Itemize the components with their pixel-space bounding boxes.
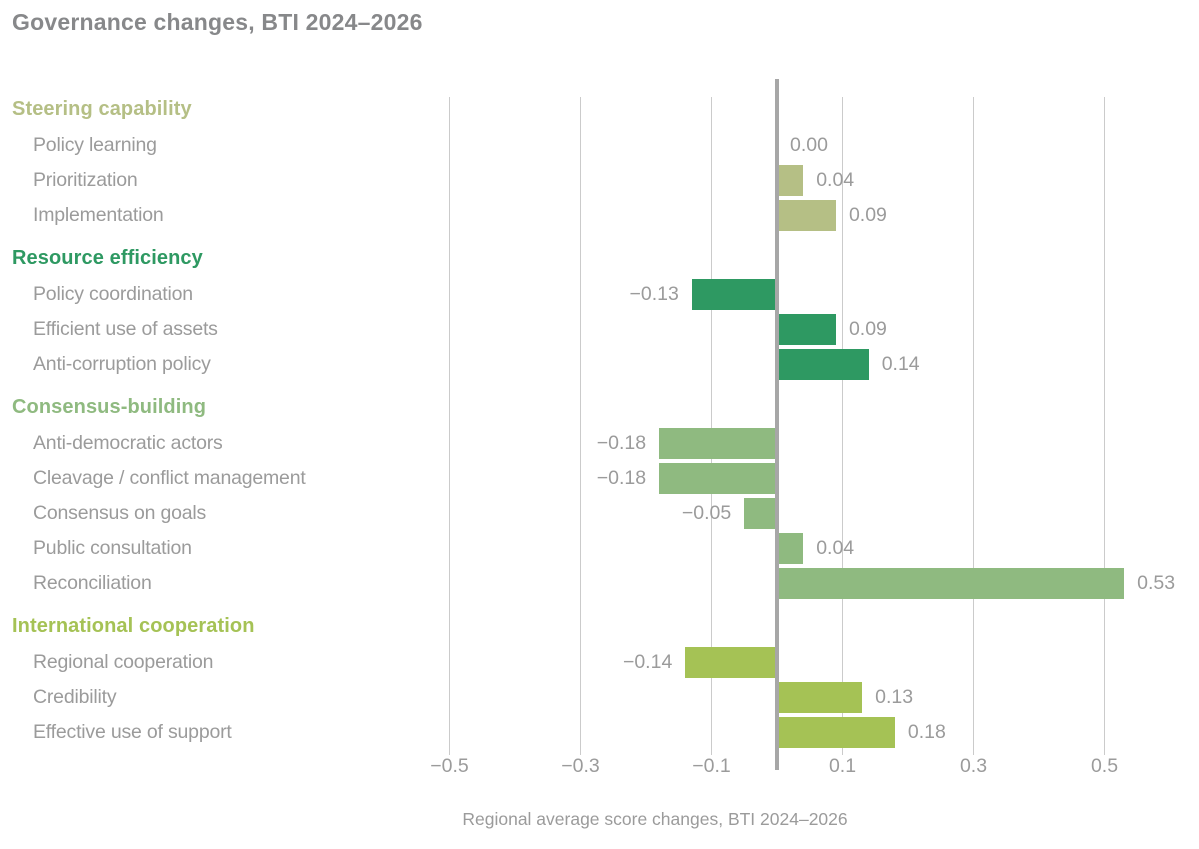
indicator-row: Policy learning 0.00 [0,128,1199,163]
indicator-row: Implementation 0.09 [0,198,1199,233]
indicator-row: Anti-corruption policy 0.14 [0,347,1199,382]
indicator-label: Effective use of support [33,721,232,743]
indicator-label: Reconciliation [33,572,152,594]
indicator-row: Policy coordination −0.13 [0,277,1199,312]
chart-title: Governance changes, BTI 2024–2026 [12,9,423,35]
bar [779,200,836,231]
indicator-label: Public consultation [33,537,192,559]
indicator-row: Credibility 0.13 [0,680,1199,715]
indicator-label: Efficient use of assets [33,318,218,340]
group-row: Resource efficiency [0,233,1199,277]
indicator-row: Cleavage / conflict management −0.18 [0,461,1199,496]
indicator-label: Anti-democratic actors [33,432,223,454]
group-heading: Resource efficiency [12,247,203,269]
value-label: −0.05 [681,502,732,524]
group-row: International cooperation [0,601,1199,645]
x-tick-label: 0.1 [828,755,857,777]
group-heading: Consensus-building [12,396,207,418]
group-row: Steering capability [0,84,1199,128]
value-label: 0.04 [816,537,855,559]
bar [779,349,869,380]
bar [691,279,777,310]
x-tick-label: −0.5 [430,755,469,777]
value-label: 0.09 [848,204,887,226]
value-label: 0.00 [790,134,828,156]
bar [659,428,777,459]
chart-rows: Steering capability Policy learning 0.00 Pr… [0,84,1199,750]
indicator-label: Consensus on goals [33,502,207,524]
gridline [711,97,712,755]
indicator-row: Consensus on goals −0.05 [0,496,1199,531]
group-heading: Steering capability [12,98,192,120]
indicator-row: Efficient use of assets 0.09 [0,312,1199,347]
indicator-label: Policy learning [33,134,157,156]
bar [744,498,777,529]
bar [779,314,836,345]
indicator-label: Implementation [33,204,164,226]
value-label: 0.14 [881,353,920,375]
value-label: −0.13 [629,283,679,305]
indicator-row: Effective use of support 0.18 [0,715,1199,750]
value-label: 0.09 [848,318,887,340]
gridline [1104,97,1105,755]
value-label: 0.53 [1137,572,1176,594]
bar [779,165,804,196]
bar [779,533,804,564]
value-label: −0.18 [596,432,647,454]
indicator-label: Cleavage / conflict management [33,467,306,489]
group-heading: International cooperation [12,615,255,637]
zero-line [775,79,779,770]
gridline [973,97,974,755]
value-label: 0.18 [907,721,946,743]
bar [659,463,777,494]
indicator-row: Regional cooperation −0.14 [0,645,1199,680]
bar [685,647,777,678]
indicator-row: Public consultation 0.04 [0,531,1199,566]
gridline [449,97,450,755]
indicator-label: Anti-corruption policy [33,353,211,375]
value-label: 0.13 [875,686,914,708]
bar [779,682,863,713]
value-label: 0.04 [816,169,855,191]
indicator-row: Prioritization 0.04 [0,163,1199,198]
value-label: −0.14 [622,651,673,673]
bar [779,568,1125,599]
value-label: −0.18 [596,467,647,489]
x-tick-label: −0.3 [561,755,600,777]
indicator-label: Regional cooperation [33,651,214,673]
indicator-label: Credibility [33,686,117,708]
x-tick-label: 0.5 [1090,755,1119,777]
gridline [842,97,843,755]
x-tick-label: 0.3 [959,755,988,777]
indicator-row: Anti-democratic actors −0.18 [0,426,1199,461]
indicator-row: Reconciliation 0.53 [0,566,1199,601]
bar [779,717,895,748]
gridline [580,97,581,755]
x-axis-caption: Regional average score changes, BTI 2024… [462,809,848,829]
x-tick-label: −0.1 [692,755,731,777]
indicator-label: Policy coordination [33,283,193,305]
indicator-label: Prioritization [33,169,138,191]
group-row: Consensus-building [0,382,1199,426]
